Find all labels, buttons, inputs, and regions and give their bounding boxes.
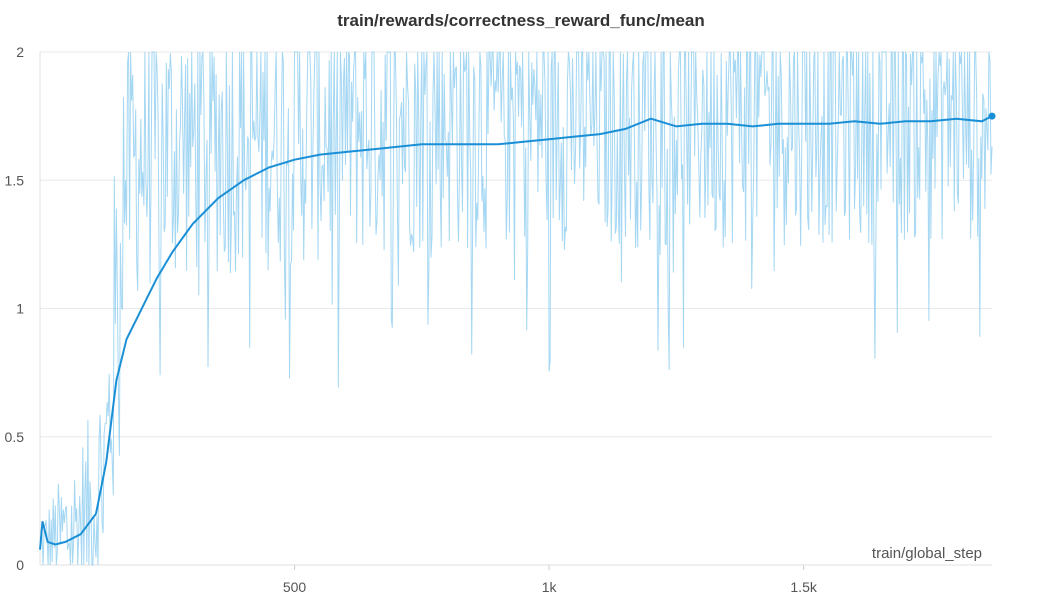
x-tick-label: 1k: [542, 579, 558, 595]
axes: [39, 52, 992, 570]
y-tick-label: 1.5: [5, 172, 25, 188]
smoothed-series: [39, 112, 996, 550]
chart-title: train/rewards/correctness_reward_func/me…: [337, 11, 705, 30]
raw-series: [39, 51, 993, 566]
y-tick-label: 0.5: [5, 429, 25, 445]
x-axis-title: train/global_step: [872, 545, 982, 562]
smoothed-series-line: [39, 115, 993, 550]
x-tick-label: 500: [283, 579, 307, 595]
y-tick-label: 0: [16, 557, 24, 573]
x-tick-label: 1.5k: [790, 579, 817, 595]
last-point-marker: [988, 112, 996, 120]
tick-labels: 0 0.5 1 1.5 2 500 1k 1.5k train/global_step: [5, 44, 982, 595]
y-tick-label: 1: [16, 301, 24, 317]
y-tick-label: 2: [16, 44, 24, 60]
raw-series-line: [39, 51, 993, 566]
